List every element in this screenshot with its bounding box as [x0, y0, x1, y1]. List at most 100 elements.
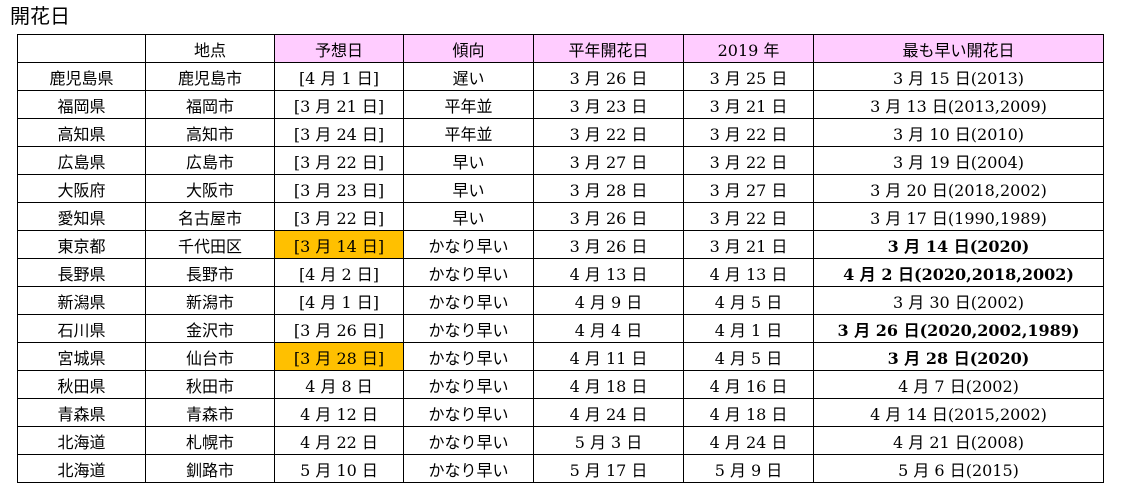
header-trend: 傾向	[403, 34, 534, 63]
forecast-date-cell: [3 月 24 日]	[274, 118, 404, 147]
normal-date-cell: 3 月 27 日	[533, 146, 684, 175]
location-cell: 鹿児島市	[145, 62, 275, 91]
date-2019-cell: 4 月 5 日	[683, 342, 814, 371]
normal-date-cell: 3 月 26 日	[533, 230, 684, 259]
date-2019-cell: 4 月 16 日	[683, 370, 814, 399]
forecast-date-cell: [3 月 26 日]	[274, 314, 404, 343]
header-forecast-date: 予想日	[274, 34, 404, 63]
normal-date-cell: 4 月 4 日	[533, 314, 684, 343]
normal-date-cell: 4 月 11 日	[533, 342, 684, 371]
prefecture-cell: 高知県	[17, 118, 146, 147]
forecast-date-cell: 4 月 8 日	[274, 370, 404, 399]
normal-date-cell: 4 月 18 日	[533, 370, 684, 399]
prefecture-cell: 愛知県	[17, 202, 146, 231]
date-2019-cell: 3 月 22 日	[683, 118, 814, 147]
forecast-date-cell: 5 月 10 日	[274, 454, 404, 483]
date-2019-cell: 3 月 22 日	[683, 202, 814, 231]
trend-cell: かなり早い	[403, 258, 534, 287]
trend-cell: 早い	[403, 146, 534, 175]
normal-date-cell: 4 月 13 日	[533, 258, 684, 287]
location-cell: 仙台市	[145, 342, 275, 371]
normal-date-cell: 3 月 23 日	[533, 90, 684, 119]
forecast-date-cell: [3 月 14 日]	[274, 230, 404, 259]
earliest-date-cell: 4 月 2 日(2020,2018,2002)	[813, 258, 1104, 287]
forecast-date-cell: [4 月 1 日]	[274, 286, 404, 315]
earliest-date-cell: 3 月 13 日(2013,2009)	[813, 90, 1104, 119]
header-normal-date: 平年開花日	[533, 34, 684, 63]
prefecture-cell: 大阪府	[17, 174, 146, 203]
prefecture-cell: 北海道	[17, 454, 146, 483]
page-title: 開花日	[10, 4, 70, 28]
location-cell: 青森市	[145, 398, 275, 427]
date-2019-cell: 4 月 13 日	[683, 258, 814, 287]
prefecture-cell: 新潟県	[17, 286, 146, 315]
earliest-date-cell: 3 月 14 日(2020)	[813, 230, 1104, 259]
location-cell: 札幌市	[145, 426, 275, 455]
earliest-date-cell: 3 月 19 日(2004)	[813, 146, 1104, 175]
earliest-date-cell: 4 月 14 日(2015,2002)	[813, 398, 1104, 427]
sakura-bloom-table: 地点 予想日 傾向 平年開花日 2019 年 最も早い開花日 鹿児島県 鹿児島市[…	[17, 34, 1104, 483]
header-location: 地点	[145, 34, 275, 63]
trend-cell: かなり早い	[403, 342, 534, 371]
location-cell: 長野市	[145, 258, 275, 287]
earliest-date-cell: 3 月 26 日(2020,2002,1989)	[813, 314, 1104, 343]
trend-cell: 平年並	[403, 90, 534, 119]
trend-cell: 早い	[403, 202, 534, 231]
forecast-date-cell: 4 月 22 日	[274, 426, 404, 455]
earliest-date-cell: 3 月 15 日(2013)	[813, 62, 1104, 91]
location-cell: 金沢市	[145, 314, 275, 343]
prefecture-cell: 広島県	[17, 146, 146, 175]
forecast-date-cell: [3 月 28 日]	[274, 342, 404, 371]
location-cell: 名古屋市	[145, 202, 275, 231]
forecast-date-cell: [3 月 21 日]	[274, 90, 404, 119]
normal-date-cell: 3 月 26 日	[533, 62, 684, 91]
normal-date-cell: 3 月 26 日	[533, 202, 684, 231]
normal-date-cell: 4 月 24 日	[533, 398, 684, 427]
location-cell: 大阪市	[145, 174, 275, 203]
prefecture-cell: 鹿児島県	[17, 62, 146, 91]
earliest-date-cell: 3 月 30 日(2002)	[813, 286, 1104, 315]
date-2019-cell: 4 月 24 日	[683, 426, 814, 455]
earliest-date-cell: 5 月 6 日(2015)	[813, 454, 1104, 483]
location-cell: 福岡市	[145, 90, 275, 119]
trend-cell: かなり早い	[403, 426, 534, 455]
location-cell: 広島市	[145, 146, 275, 175]
trend-cell: 早い	[403, 174, 534, 203]
date-2019-cell: 3 月 21 日	[683, 230, 814, 259]
forecast-date-cell: [3 月 23 日]	[274, 174, 404, 203]
prefecture-cell: 青森県	[17, 398, 146, 427]
trend-cell: 平年並	[403, 118, 534, 147]
date-2019-cell: 3 月 22 日	[683, 146, 814, 175]
header-2019: 2019 年	[683, 34, 814, 63]
date-2019-cell: 3 月 25 日	[683, 62, 814, 91]
earliest-date-cell: 4 月 21 日(2008)	[813, 426, 1104, 455]
prefecture-cell: 北海道	[17, 426, 146, 455]
location-cell: 千代田区	[145, 230, 275, 259]
forecast-date-cell: [3 月 22 日]	[274, 146, 404, 175]
normal-date-cell: 3 月 28 日	[533, 174, 684, 203]
table-header-row: 地点 予想日 傾向 平年開花日 2019 年 最も早い開花日	[17, 34, 1104, 63]
trend-cell: 遅い	[403, 62, 534, 91]
location-cell: 新潟市	[145, 286, 275, 315]
date-2019-cell: 4 月 18 日	[683, 398, 814, 427]
trend-cell: かなり早い	[403, 286, 534, 315]
trend-cell: かなり早い	[403, 314, 534, 343]
forecast-date-cell: 4 月 12 日	[274, 398, 404, 427]
trend-cell: かなり早い	[403, 454, 534, 483]
date-2019-cell: 3 月 27 日	[683, 174, 814, 203]
forecast-date-cell: [3 月 22 日]	[274, 202, 404, 231]
